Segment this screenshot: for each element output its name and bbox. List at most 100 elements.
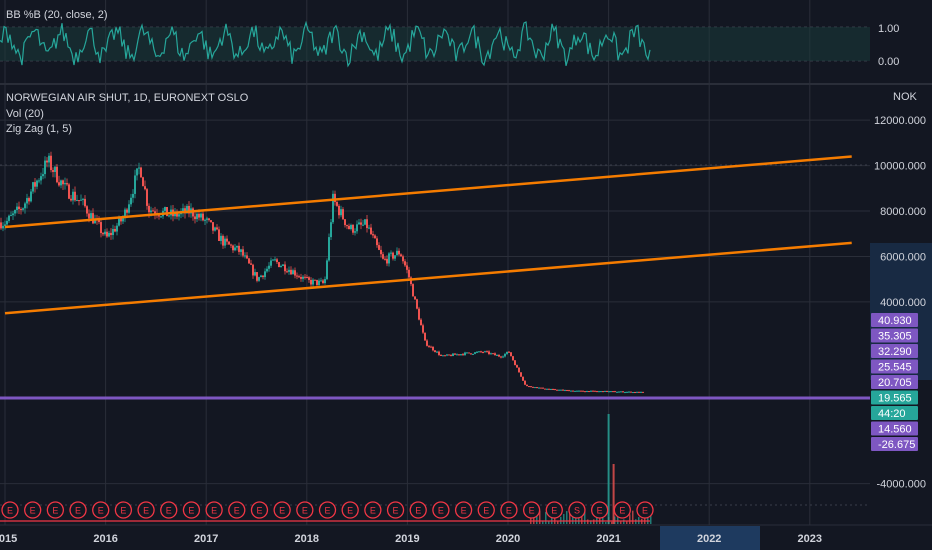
event-marker: E	[114, 501, 133, 519]
bb-panel[interactable]: BB %B (20, close, 2) 1.00 0.00	[0, 9, 899, 68]
candle-body	[278, 262, 280, 268]
candle-body	[134, 175, 136, 194]
candle-body	[622, 391, 624, 393]
event-marker: E	[545, 501, 563, 519]
candle-body	[52, 170, 54, 172]
candle-body	[270, 260, 272, 266]
candle-body	[570, 390, 572, 392]
price-tag: 20.705	[871, 375, 918, 389]
candle-body	[18, 206, 20, 210]
event-marker-circle	[432, 501, 450, 519]
x-tick-label: 2019	[395, 533, 419, 545]
candle-body	[250, 263, 252, 265]
event-marker: E	[137, 501, 155, 519]
event-marker-label: E	[98, 506, 104, 516]
candle-body	[412, 284, 414, 297]
candle-body	[178, 214, 180, 217]
event-marker: E	[364, 501, 382, 519]
candle-body	[212, 222, 214, 231]
event-marker-circle	[477, 501, 495, 519]
candle-body	[220, 235, 222, 241]
candle-body	[582, 390, 584, 392]
candle-body	[494, 353, 496, 356]
candle-body	[126, 209, 128, 213]
volume-bar	[614, 516, 616, 524]
volume-bar	[629, 514, 631, 524]
candle-body	[634, 392, 636, 394]
candle-body	[500, 356, 502, 358]
candle-body	[66, 183, 68, 185]
price-axis[interactable]: NOK 12000.000 10000.000 8000.000 6000.000 40…	[870, 91, 932, 491]
candle-body	[44, 160, 46, 175]
indicator-vol: Vol (20)	[6, 108, 44, 120]
event-marker-circle	[341, 501, 359, 519]
volume-bar	[620, 521, 622, 524]
candle-body	[496, 354, 498, 356]
candle-body	[182, 208, 184, 212]
volume-bar	[545, 511, 547, 524]
time-axis[interactable]: 2015 2016 2017 2018 2019 2020 2021 2022 2023	[0, 524, 932, 550]
x-tick-label: 2015	[0, 533, 17, 545]
candle-body	[24, 203, 26, 209]
candle-body	[188, 205, 190, 214]
candle-body	[402, 256, 404, 262]
candle-body	[104, 231, 106, 235]
candle-body	[532, 386, 534, 388]
channel-line	[4, 241, 852, 315]
candle-body	[490, 353, 492, 355]
event-marker: E	[205, 501, 223, 519]
candle-body	[142, 177, 144, 187]
event-marker-circle	[364, 501, 382, 519]
x-tick-label: 2023	[798, 533, 822, 545]
candle-body	[632, 392, 634, 394]
candle-body	[616, 391, 618, 393]
candle-body	[86, 206, 88, 214]
price-panel[interactable]: E E E E E E E E E E E E E E E E E E E E E E E E E S E E E NORWEGIAN …	[0, 92, 870, 524]
event-marker-label: E	[52, 506, 58, 516]
candle-body	[638, 391, 640, 393]
candle-body	[468, 352, 470, 354]
candle-body	[42, 174, 44, 177]
event-marker-label: E	[415, 506, 421, 516]
event-marker-label: E	[302, 506, 308, 516]
candle-body	[76, 200, 78, 202]
candle-body	[294, 270, 296, 276]
candle-body	[386, 258, 388, 264]
candle-body	[94, 219, 96, 224]
candle-body	[78, 200, 80, 202]
event-marker: S	[568, 501, 586, 519]
candle-body	[370, 227, 372, 235]
volume-bar	[557, 520, 559, 524]
event-marker-label: E	[393, 506, 399, 516]
candle-body	[636, 391, 638, 393]
candle-body	[322, 280, 324, 284]
candle-body	[302, 276, 304, 279]
candle-body	[466, 352, 468, 354]
price-tag: -26.675	[871, 437, 918, 451]
candle-body	[132, 193, 134, 198]
candle-body	[304, 276, 306, 278]
bb-tick-0: 0.00	[878, 56, 899, 68]
volume-bar	[617, 514, 619, 524]
candle-body	[416, 299, 418, 309]
event-marker-circle	[182, 501, 201, 519]
candle-body	[450, 355, 452, 357]
candle-body	[478, 351, 480, 353]
candle-body	[128, 204, 130, 213]
candle-body	[276, 259, 278, 263]
candle-body	[476, 351, 478, 353]
candle-body	[362, 224, 364, 226]
candle-body	[586, 391, 588, 393]
candle-body	[80, 199, 82, 201]
event-marker-circle	[296, 501, 314, 519]
candle-body	[330, 222, 332, 238]
volume-bar	[593, 519, 595, 524]
volume-bar	[548, 520, 550, 524]
candle-body	[524, 380, 526, 385]
price-tag-box	[871, 344, 918, 358]
volume-bar	[575, 513, 577, 524]
y-tick-labels: 12000.000 10000.000 8000.000 6000.000 4000.0…	[874, 115, 926, 490]
candle-body	[164, 207, 166, 211]
